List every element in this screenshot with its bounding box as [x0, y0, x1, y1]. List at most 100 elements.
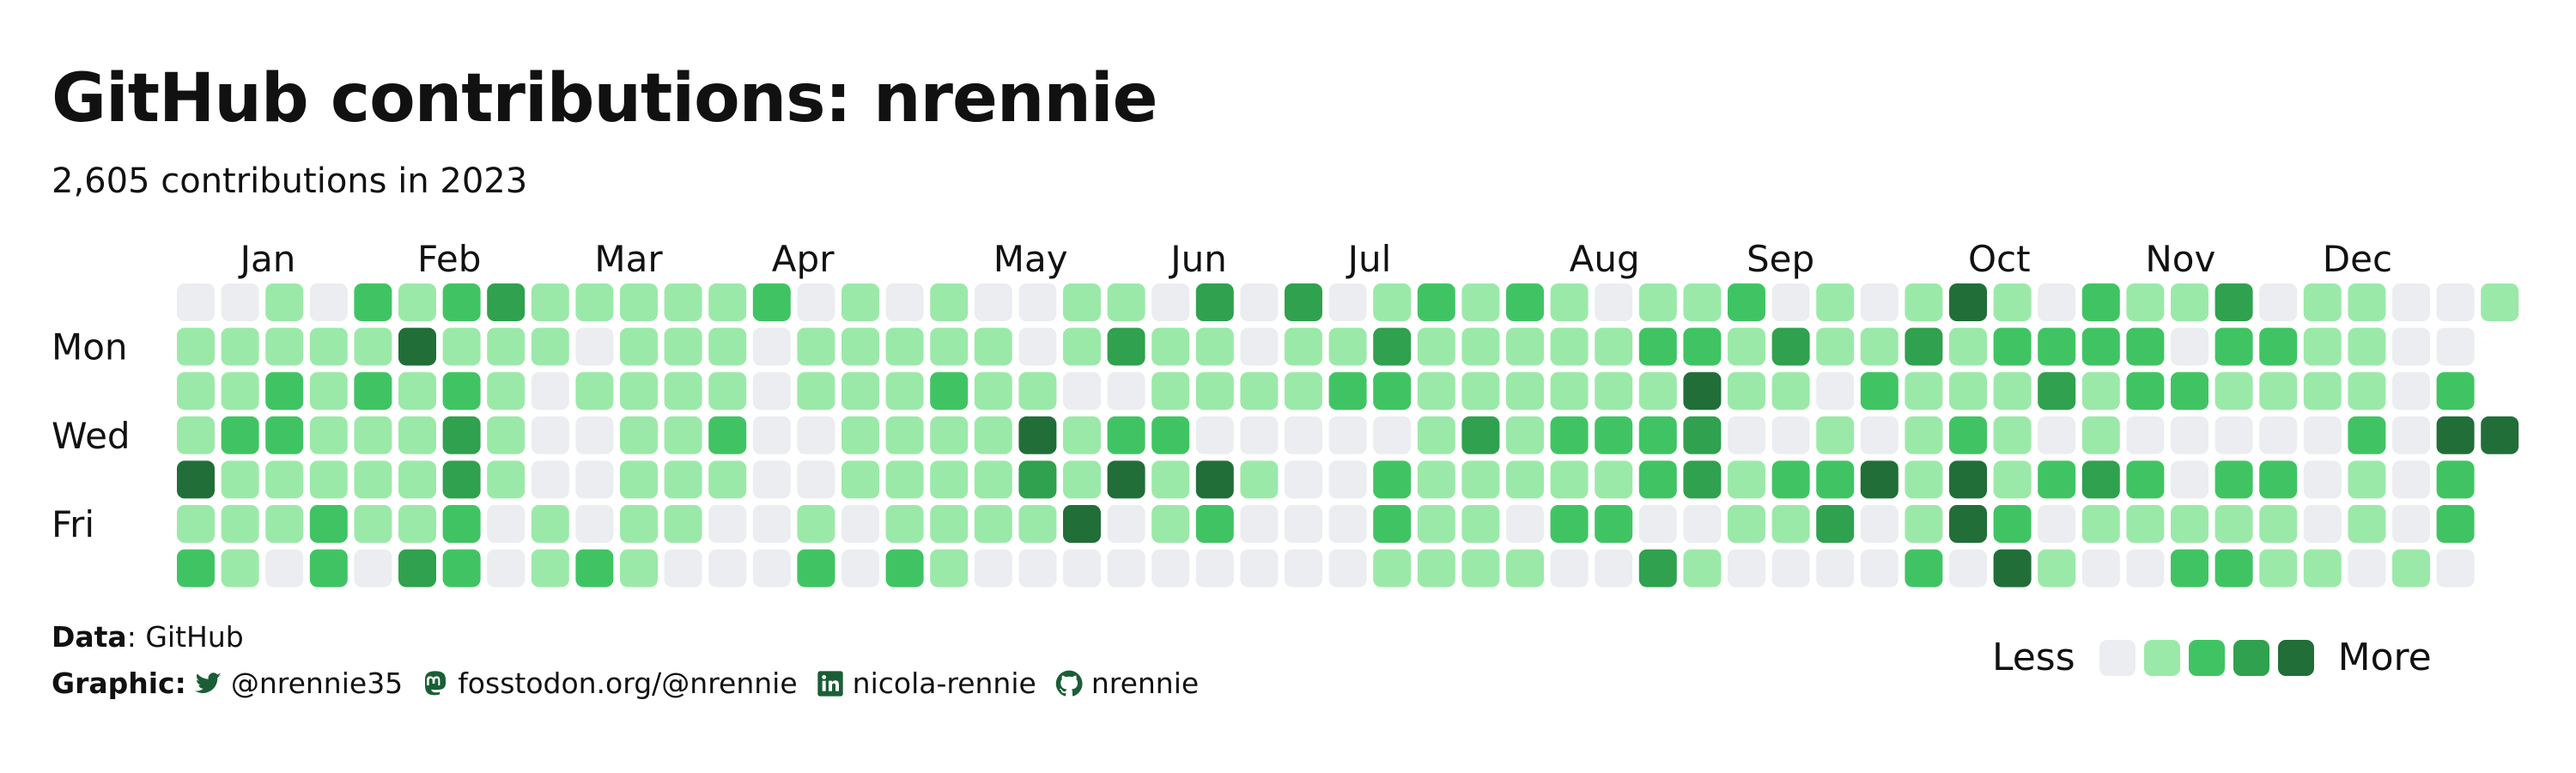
day-cell-w12-d2 [708, 372, 747, 411]
day-cell-w47-d0 [2259, 283, 2298, 321]
day-cell-w16-d3 [885, 416, 924, 454]
day-cell-w12-d5 [708, 505, 747, 543]
day-cell-w19-d6 [1018, 549, 1057, 587]
day-cell-w7-d0 [487, 283, 526, 321]
mastodon-handle[interactable]: fosstodon.org/@nrennie [422, 666, 798, 700]
day-cell-w25-d5 [1285, 505, 1322, 543]
day-cell-w19-d4 [1018, 460, 1057, 499]
month-label-sep: Sep [1747, 238, 1814, 280]
day-cell-w45-d1 [2171, 327, 2208, 366]
day-cell-w14-d6 [797, 549, 835, 587]
day-cell-w42-d2 [2038, 372, 2076, 411]
day-cell-w12-d4 [708, 460, 747, 499]
day-cell-w48-d5 [2303, 505, 2342, 543]
day-cell-w10-d1 [620, 327, 658, 366]
day-cell-w52-d0 [2481, 283, 2519, 321]
weekday-label-fri: Fri [52, 503, 94, 545]
graphic-credit-caption: Graphic: @nrennie35 fosstodon.org/@nrenn… [52, 666, 1218, 700]
day-cell-w10-d4 [620, 460, 658, 499]
day-cell-w2-d6 [265, 549, 304, 587]
day-cell-w1-d0 [221, 283, 259, 321]
day-cell-w28-d4 [1417, 460, 1455, 499]
month-label-jul: Jul [1346, 238, 1392, 280]
day-cell-w9-d2 [575, 372, 614, 411]
day-cell-w24-d1 [1240, 327, 1279, 366]
day-cell-w42-d0 [2038, 283, 2076, 321]
day-cell-w47-d3 [2259, 416, 2298, 454]
day-cell-w43-d6 [2081, 549, 2120, 587]
day-cell-w24-d5 [1240, 505, 1279, 543]
day-cell-w29-d0 [1461, 283, 1500, 321]
day-cell-w23-d4 [1195, 460, 1234, 499]
day-cell-w36-d1 [1771, 327, 1810, 366]
day-cell-w46-d6 [2215, 549, 2253, 587]
twitter-handle-text: @nrennie35 [230, 666, 404, 700]
day-cell-w8-d3 [531, 416, 569, 454]
day-cell-w33-d6 [1638, 549, 1677, 587]
day-cell-w43-d5 [2081, 505, 2120, 543]
day-cell-w18-d5 [974, 505, 1012, 543]
day-cell-w17-d3 [930, 416, 969, 454]
day-cell-w49-d6 [2348, 549, 2386, 587]
day-cell-w5-d3 [398, 416, 436, 454]
day-cell-w2-d0 [265, 283, 304, 321]
day-cell-w12-d6 [708, 549, 747, 587]
day-cell-w41-d1 [1993, 327, 2032, 366]
day-cell-w40-d0 [1949, 283, 1987, 321]
day-cell-w8-d0 [531, 283, 569, 321]
day-cell-w15-d6 [841, 549, 879, 587]
day-cell-w51-d3 [2436, 416, 2475, 454]
day-cell-w5-d1 [398, 327, 436, 366]
day-cell-w42-d4 [2038, 460, 2076, 499]
day-cell-w52-d3 [2481, 416, 2519, 454]
day-cell-w0-d4 [177, 460, 215, 499]
day-cell-w17-d2 [930, 372, 969, 411]
day-cell-w34-d0 [1683, 283, 1722, 321]
linkedin-handle[interactable]: nicola-rennie [817, 666, 1036, 700]
day-cell-w15-d4 [841, 460, 879, 499]
day-cell-w29-d5 [1461, 505, 1500, 543]
day-cell-w24-d4 [1240, 460, 1279, 499]
day-cell-w28-d0 [1417, 283, 1455, 321]
day-cell-w34-d3 [1683, 416, 1722, 454]
page-subtitle: 2,605 contributions in 2023 [52, 161, 528, 201]
day-cell-w27-d6 [1373, 549, 1412, 587]
twitter-handle[interactable]: @nrennie35 [194, 666, 404, 700]
day-cell-w5-d0 [398, 283, 436, 321]
day-cell-w40-d4 [1949, 460, 1987, 499]
day-cell-w46-d5 [2215, 505, 2253, 543]
day-cell-w42-d3 [2038, 416, 2076, 454]
day-cell-w50-d1 [2392, 327, 2430, 366]
day-cell-w26-d4 [1328, 460, 1367, 499]
day-cell-w1-d3 [221, 416, 259, 454]
day-cell-w30-d6 [1506, 549, 1544, 587]
day-cell-w31-d4 [1550, 460, 1589, 499]
day-cell-w11-d2 [664, 372, 702, 411]
day-cell-w35-d0 [1728, 283, 1765, 321]
day-cell-w50-d4 [2392, 460, 2430, 499]
day-cell-w21-d6 [1107, 549, 1145, 587]
day-cell-w39-d0 [1905, 283, 1943, 321]
day-cell-w3-d4 [309, 460, 348, 499]
day-cell-w30-d0 [1506, 283, 1544, 321]
day-cell-w41-d4 [1993, 460, 2032, 499]
day-cell-w41-d6 [1993, 549, 2032, 587]
day-cell-w51-d2 [2436, 372, 2475, 411]
day-cell-w15-d3 [841, 416, 879, 454]
day-cell-w45-d6 [2171, 549, 2208, 587]
month-label-jan: Jan [238, 238, 296, 280]
day-cell-w20-d5 [1063, 505, 1101, 543]
day-cell-w10-d0 [620, 283, 658, 321]
github-handle[interactable]: nrennie [1055, 666, 1199, 700]
day-cell-w3-d3 [309, 416, 348, 454]
day-cell-w1-d5 [221, 505, 259, 543]
day-cell-w37-d3 [1816, 416, 1855, 454]
day-cell-w51-d5 [2436, 505, 2475, 543]
day-cell-w22-d3 [1151, 416, 1190, 454]
day-cell-w27-d4 [1373, 460, 1412, 499]
day-cell-w43-d0 [2081, 283, 2120, 321]
day-cell-w36-d0 [1771, 283, 1810, 321]
day-cell-w32-d3 [1595, 416, 1633, 454]
day-cell-w22-d1 [1151, 327, 1190, 366]
day-cell-w44-d3 [2126, 416, 2165, 454]
